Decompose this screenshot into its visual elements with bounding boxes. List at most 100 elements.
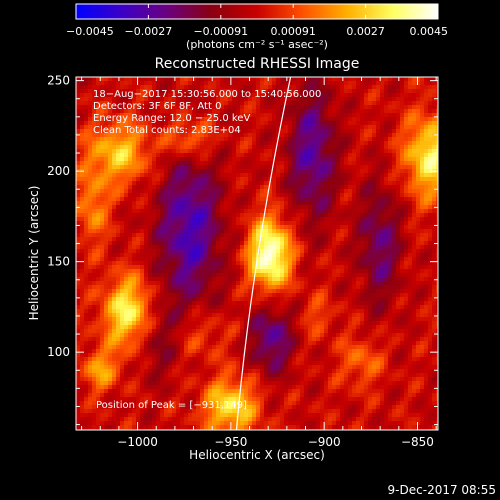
heatmap-cell <box>212 265 217 270</box>
heatmap-cell <box>84 165 89 170</box>
heatmap-cell <box>140 157 145 162</box>
heatmap-cell <box>384 193 389 198</box>
heatmap-cell <box>140 293 145 298</box>
heatmap-cell <box>216 269 221 274</box>
heatmap-cell <box>168 149 173 154</box>
heatmap-cell <box>388 277 393 282</box>
heatmap-cell <box>156 201 161 206</box>
heatmap-cell <box>332 169 337 174</box>
heatmap-cell <box>204 205 209 210</box>
heatmap-cell <box>224 229 229 234</box>
heatmap-cell <box>400 153 405 158</box>
heatmap-cell <box>108 157 113 162</box>
heatmap-cell <box>152 133 157 138</box>
heatmap-cell <box>256 125 261 130</box>
heatmap-cell <box>80 149 85 154</box>
heatmap-cell <box>280 133 285 138</box>
heatmap-cell <box>180 221 185 226</box>
heatmap-cell <box>428 125 433 130</box>
heatmap-cell <box>212 257 217 262</box>
heatmap-cell <box>216 241 221 246</box>
heatmap-cell <box>76 89 81 94</box>
heatmap-cell <box>156 193 161 198</box>
heatmap-cell <box>100 89 105 94</box>
heatmap-cell <box>140 149 145 154</box>
heatmap-cell <box>156 93 161 98</box>
heatmap-cell <box>88 189 93 194</box>
heatmap-cell <box>136 169 141 174</box>
heatmap-cell <box>372 229 377 234</box>
heatmap-cell <box>124 249 129 254</box>
heatmap-cell <box>268 113 273 118</box>
heatmap-cell <box>296 125 301 130</box>
heatmap-cell <box>128 265 133 270</box>
heatmap-cell <box>436 185 438 190</box>
heatmap-cell <box>296 221 301 226</box>
heatmap-cell <box>228 149 233 154</box>
heatmap-cell <box>400 105 405 110</box>
heatmap-cell <box>300 217 305 222</box>
heatmap-cell <box>268 165 273 170</box>
heatmap-cell <box>432 101 437 106</box>
heatmap-cell <box>288 289 293 294</box>
heatmap-cell <box>256 117 261 122</box>
heatmap-cell <box>180 185 185 190</box>
heatmap-cell <box>316 273 321 278</box>
heatmap-cell <box>136 125 141 130</box>
heatmap-cell <box>436 89 438 94</box>
heatmap-cell <box>180 101 185 106</box>
heatmap-cell <box>156 129 161 134</box>
heatmap-cell <box>264 93 269 98</box>
heatmap-cell <box>100 221 105 226</box>
heatmap-cell <box>388 173 393 178</box>
heatmap-cell <box>76 285 81 290</box>
heatmap-cell <box>228 109 233 114</box>
heatmap-cell <box>80 129 85 134</box>
heatmap-cell <box>76 233 81 238</box>
heatmap-cell <box>264 117 269 122</box>
heatmap-cell <box>308 137 313 142</box>
heatmap-cell <box>412 109 417 114</box>
heatmap-cell <box>320 181 325 186</box>
heatmap-cell <box>160 157 165 162</box>
heatmap-cell <box>88 117 93 122</box>
heatmap-cell <box>288 237 293 242</box>
heatmap-cell <box>260 197 265 202</box>
heatmap-cell <box>308 81 313 86</box>
heatmap-cell <box>156 233 161 238</box>
heatmap-cell <box>368 169 373 174</box>
heatmap-cell <box>320 137 325 142</box>
heatmap-cell <box>360 153 365 158</box>
heatmap-cell <box>204 237 209 242</box>
heatmap-cell <box>360 217 365 222</box>
heatmap-cell <box>296 257 301 262</box>
heatmap-cell <box>108 221 113 226</box>
heatmap-cell <box>172 85 177 90</box>
heatmap-cell <box>272 121 277 126</box>
heatmap-cell <box>112 137 117 142</box>
heatmap-cell <box>296 101 301 106</box>
heatmap-cell <box>228 97 233 102</box>
heatmap-cell <box>256 261 261 266</box>
heatmap-cell <box>200 265 205 270</box>
heatmap-cell <box>248 241 253 246</box>
heatmap-cell <box>168 89 173 94</box>
heatmap-cell <box>400 217 405 222</box>
heatmap-cell <box>192 149 197 154</box>
heatmap-cell <box>84 133 89 138</box>
heatmap-cell <box>336 137 341 142</box>
heatmap-cell <box>416 217 421 222</box>
heatmap-cell <box>136 149 141 154</box>
heatmap-cell <box>436 177 438 182</box>
heatmap-cell <box>344 133 349 138</box>
heatmap-cell <box>380 149 385 154</box>
heatmap-cell <box>172 273 177 278</box>
heatmap-cell <box>404 77 409 82</box>
heatmap-cell <box>136 157 141 162</box>
heatmap-cell <box>176 241 181 246</box>
heatmap-cell <box>268 109 273 114</box>
heatmap-cell <box>180 261 185 266</box>
heatmap-cell <box>420 89 425 94</box>
heatmap-cell <box>160 141 165 146</box>
heatmap-cell <box>344 205 349 210</box>
